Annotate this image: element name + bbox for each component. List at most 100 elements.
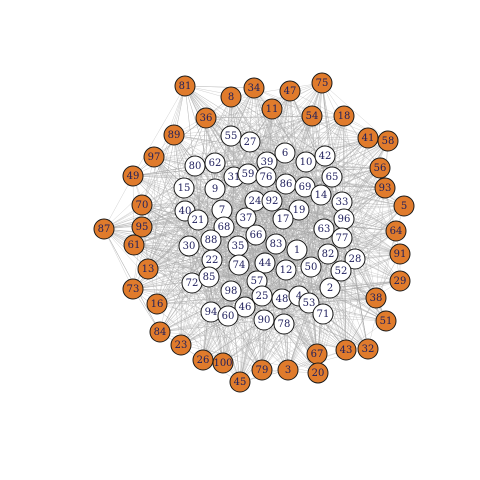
edge (205, 117, 369, 350)
node-78: 78 (273, 313, 295, 335)
node-label: 25 (256, 291, 269, 302)
node-circle (123, 234, 145, 256)
node-label: 6 (282, 148, 288, 159)
node-circle (310, 184, 332, 206)
node-circle (331, 227, 353, 249)
node-label: 96 (338, 214, 351, 225)
node-32: 32 (357, 338, 379, 360)
node-label: 27 (244, 137, 257, 148)
node-46: 46 (234, 296, 256, 318)
edge (147, 187, 185, 270)
node-label: 54 (306, 111, 319, 122)
edge (173, 134, 182, 346)
node-circle (307, 362, 329, 384)
edge (264, 262, 331, 289)
node-circle (375, 310, 397, 332)
node-label: 10 (300, 157, 313, 168)
edge (261, 302, 310, 371)
node-circle (239, 131, 261, 153)
node-label: 20 (312, 368, 325, 379)
node-59: 59 (237, 163, 259, 185)
node-label: 82 (322, 249, 335, 260)
node-79: 79 (251, 359, 273, 381)
node-43: 43 (335, 339, 357, 361)
node-15: 15 (173, 177, 195, 199)
node-circle (253, 309, 275, 331)
node-8: 8 (220, 86, 242, 108)
edge (298, 194, 322, 297)
node-label: 66 (250, 230, 263, 241)
node-12: 12 (275, 259, 297, 281)
node-label: 49 (127, 171, 140, 182)
node-label: 78 (278, 319, 291, 330)
node-52: 52 (330, 260, 352, 282)
edge (210, 226, 225, 313)
edge (132, 85, 186, 177)
node-1: 1 (286, 239, 308, 261)
node-34: 34 (243, 77, 265, 99)
edge (384, 187, 401, 255)
node-circle (212, 352, 234, 374)
node-58: 58 (377, 130, 399, 152)
node-label: 14 (315, 190, 328, 201)
node-circle (277, 359, 299, 381)
node-30: 30 (178, 235, 200, 257)
node-label: 8 (228, 92, 234, 103)
node-label: 3 (285, 365, 291, 376)
node-circle (204, 152, 226, 174)
edge (287, 313, 324, 371)
node-circle (374, 177, 396, 199)
node-circle (170, 334, 192, 356)
node-label: 35 (232, 241, 245, 252)
node-circle (228, 254, 250, 276)
node-19: 19 (288, 199, 310, 221)
node-61: 61 (123, 234, 145, 256)
node-100: 100 (212, 352, 234, 374)
node-circle (204, 178, 226, 200)
node-label: 11 (266, 104, 279, 115)
node-circle (149, 321, 171, 343)
node-5: 5 (393, 195, 415, 217)
node-42: 42 (314, 145, 336, 167)
node-label: 42 (319, 151, 332, 162)
edge (214, 87, 255, 164)
node-label: 61 (128, 240, 141, 251)
node-label: 85 (203, 272, 216, 283)
node-45: 45 (229, 371, 251, 393)
edge (141, 85, 186, 206)
node-label: 47 (284, 86, 297, 97)
node-label: 59 (242, 169, 255, 180)
node-circle (146, 293, 168, 315)
node-67: 67 (306, 343, 328, 365)
node-76: 76 (255, 166, 277, 188)
edge (321, 82, 389, 142)
node-circle (385, 220, 407, 242)
edge (132, 288, 347, 351)
node-89: 89 (163, 124, 185, 146)
node-circle (377, 130, 399, 152)
edge (324, 155, 369, 350)
node-6: 6 (274, 142, 296, 164)
edge (289, 90, 319, 374)
edge (223, 226, 229, 317)
node-circle (220, 86, 242, 108)
node-49: 49 (122, 165, 144, 187)
node-label: 12 (280, 265, 293, 276)
edge (153, 156, 158, 305)
node-circle (245, 224, 267, 246)
node-72: 72 (181, 272, 203, 294)
edge (237, 245, 342, 272)
node-70: 70 (131, 194, 153, 216)
node-circle (143, 146, 165, 168)
node-label: 67 (311, 349, 324, 360)
node-circle (261, 98, 283, 120)
node-65: 65 (321, 166, 343, 188)
node-circle (301, 105, 323, 127)
node-37: 37 (235, 207, 257, 229)
node-label: 28 (349, 254, 362, 265)
edge (141, 134, 175, 206)
node-label: 1 (294, 245, 300, 256)
node-91: 91 (389, 243, 411, 265)
node-circle (365, 287, 387, 309)
node-20: 20 (307, 362, 329, 384)
